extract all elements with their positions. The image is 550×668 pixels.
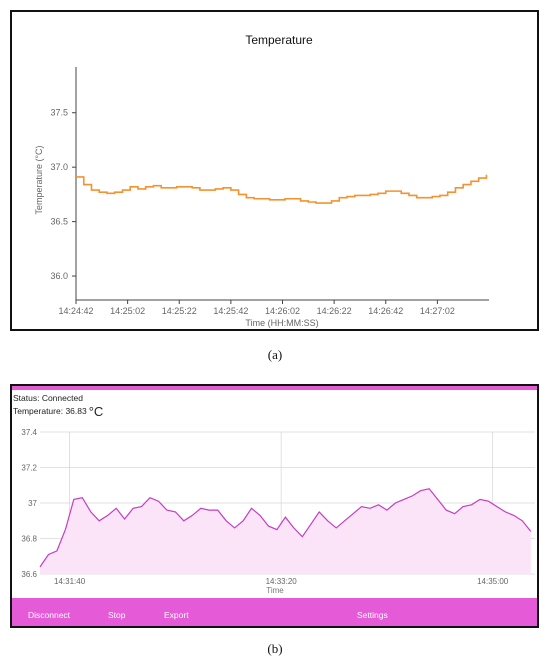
chart-a-x-tick-label: 14:25:22 [162, 306, 197, 316]
chart-a-x-ticks: 14:24:42 14:25:02 14:25:22 14:25:42 14:26:02… [58, 300, 455, 316]
chart-panel-a: Temperature 36.0 36.5 37.0 37.5 14:24:42 14:… [10, 10, 539, 331]
app-bottom-bar: Disconnect Stop Export Settings [12, 598, 537, 626]
temperature-monitor-app: Status: Connected Temperature: 36.83 °C 3… [10, 384, 539, 628]
chart-b-x-label: Time [266, 586, 284, 595]
app-top-bar [12, 386, 537, 390]
chart-a-x-label: Time (HH:MM:SS) [245, 318, 318, 328]
chart-b-y-tick-label: 37.2 [21, 464, 37, 473]
export-button[interactable]: Export [164, 598, 189, 626]
chart-b-x-tick-label: 14:33:20 [266, 577, 298, 586]
chart-b-area-fill [40, 488, 531, 574]
temperature-unit: °C [88, 404, 104, 419]
chart-a-y-tick-label: 36.5 [50, 217, 68, 227]
chart-b-x-tick-label: 14:31:40 [54, 577, 86, 586]
temperature-chart-b: 36.6 36.8 37 37.2 37.4 14:31:40 14:33:20 14:35… [21, 428, 535, 595]
disconnect-button[interactable]: Disconnect [28, 598, 70, 626]
chart-b-y-ticks: 36.6 36.8 37 37.2 37.4 [21, 428, 37, 579]
temperature-value: Temperature: 36.83 [13, 406, 87, 416]
chart-b-x-ticks: 14:31:40 14:33:20 14:35:00 [54, 577, 509, 586]
settings-button[interactable]: Settings [357, 598, 388, 626]
caption-b: (b) [267, 641, 283, 656]
chart-a-y-label: Temperature (°C) [34, 145, 44, 214]
temperature-chart-a: Temperature 36.036.537.037.5 14:24:42 14:… [34, 33, 489, 328]
chart-a-title: Temperature [245, 33, 313, 47]
chart-a-x-tick-label: 14:25:42 [213, 306, 248, 316]
chart-a-x-tick-label: 14:25:02 [110, 306, 145, 316]
chart-b-y-tick-label: 37 [28, 499, 37, 508]
temperature-readout: Temperature: 36.83 °C [13, 404, 103, 419]
chart-a-x-tick-label: 14:26:22 [317, 306, 352, 316]
chart-b-y-tick-label: 37.4 [21, 428, 37, 437]
stop-button[interactable]: Stop [108, 598, 126, 626]
chart-a-y-ticks: 36.0 36.5 37.0 37.5 [50, 108, 76, 281]
chart-a-y-tick-label: 37.5 [50, 108, 68, 118]
chart-a-x-tick-label: 14:24:42 [58, 306, 93, 316]
chart-a-y-tick-label: 36.0 [50, 271, 68, 281]
chart-b-series-line [39, 488, 532, 568]
chart-b-y-tick-label: 36.6 [21, 570, 37, 579]
chart-a-y-tick-label: 37.0 [50, 162, 68, 172]
caption-a: (a) [267, 347, 283, 362]
chart-a-x-tick-label: 14:26:42 [368, 306, 403, 316]
chart-a-x-tick-label: 14:27:02 [420, 306, 455, 316]
chart-b-y-tick-label: 36.8 [21, 535, 37, 544]
chart-b-x-tick-label: 14:35:00 [477, 577, 509, 586]
chart-a-x-tick-label: 14:26:02 [265, 306, 300, 316]
chart-a-series-line [76, 174, 488, 204]
connection-status: Status: Connected [13, 393, 83, 403]
